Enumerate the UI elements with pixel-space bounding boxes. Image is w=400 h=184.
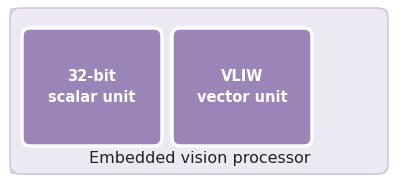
Text: Embedded vision processor: Embedded vision processor [89,151,311,165]
FancyBboxPatch shape [172,28,312,146]
FancyBboxPatch shape [22,28,162,146]
Text: VLIW
vector unit: VLIW vector unit [197,69,287,105]
Text: 32-bit
scalar unit: 32-bit scalar unit [48,69,136,105]
FancyBboxPatch shape [10,8,388,174]
